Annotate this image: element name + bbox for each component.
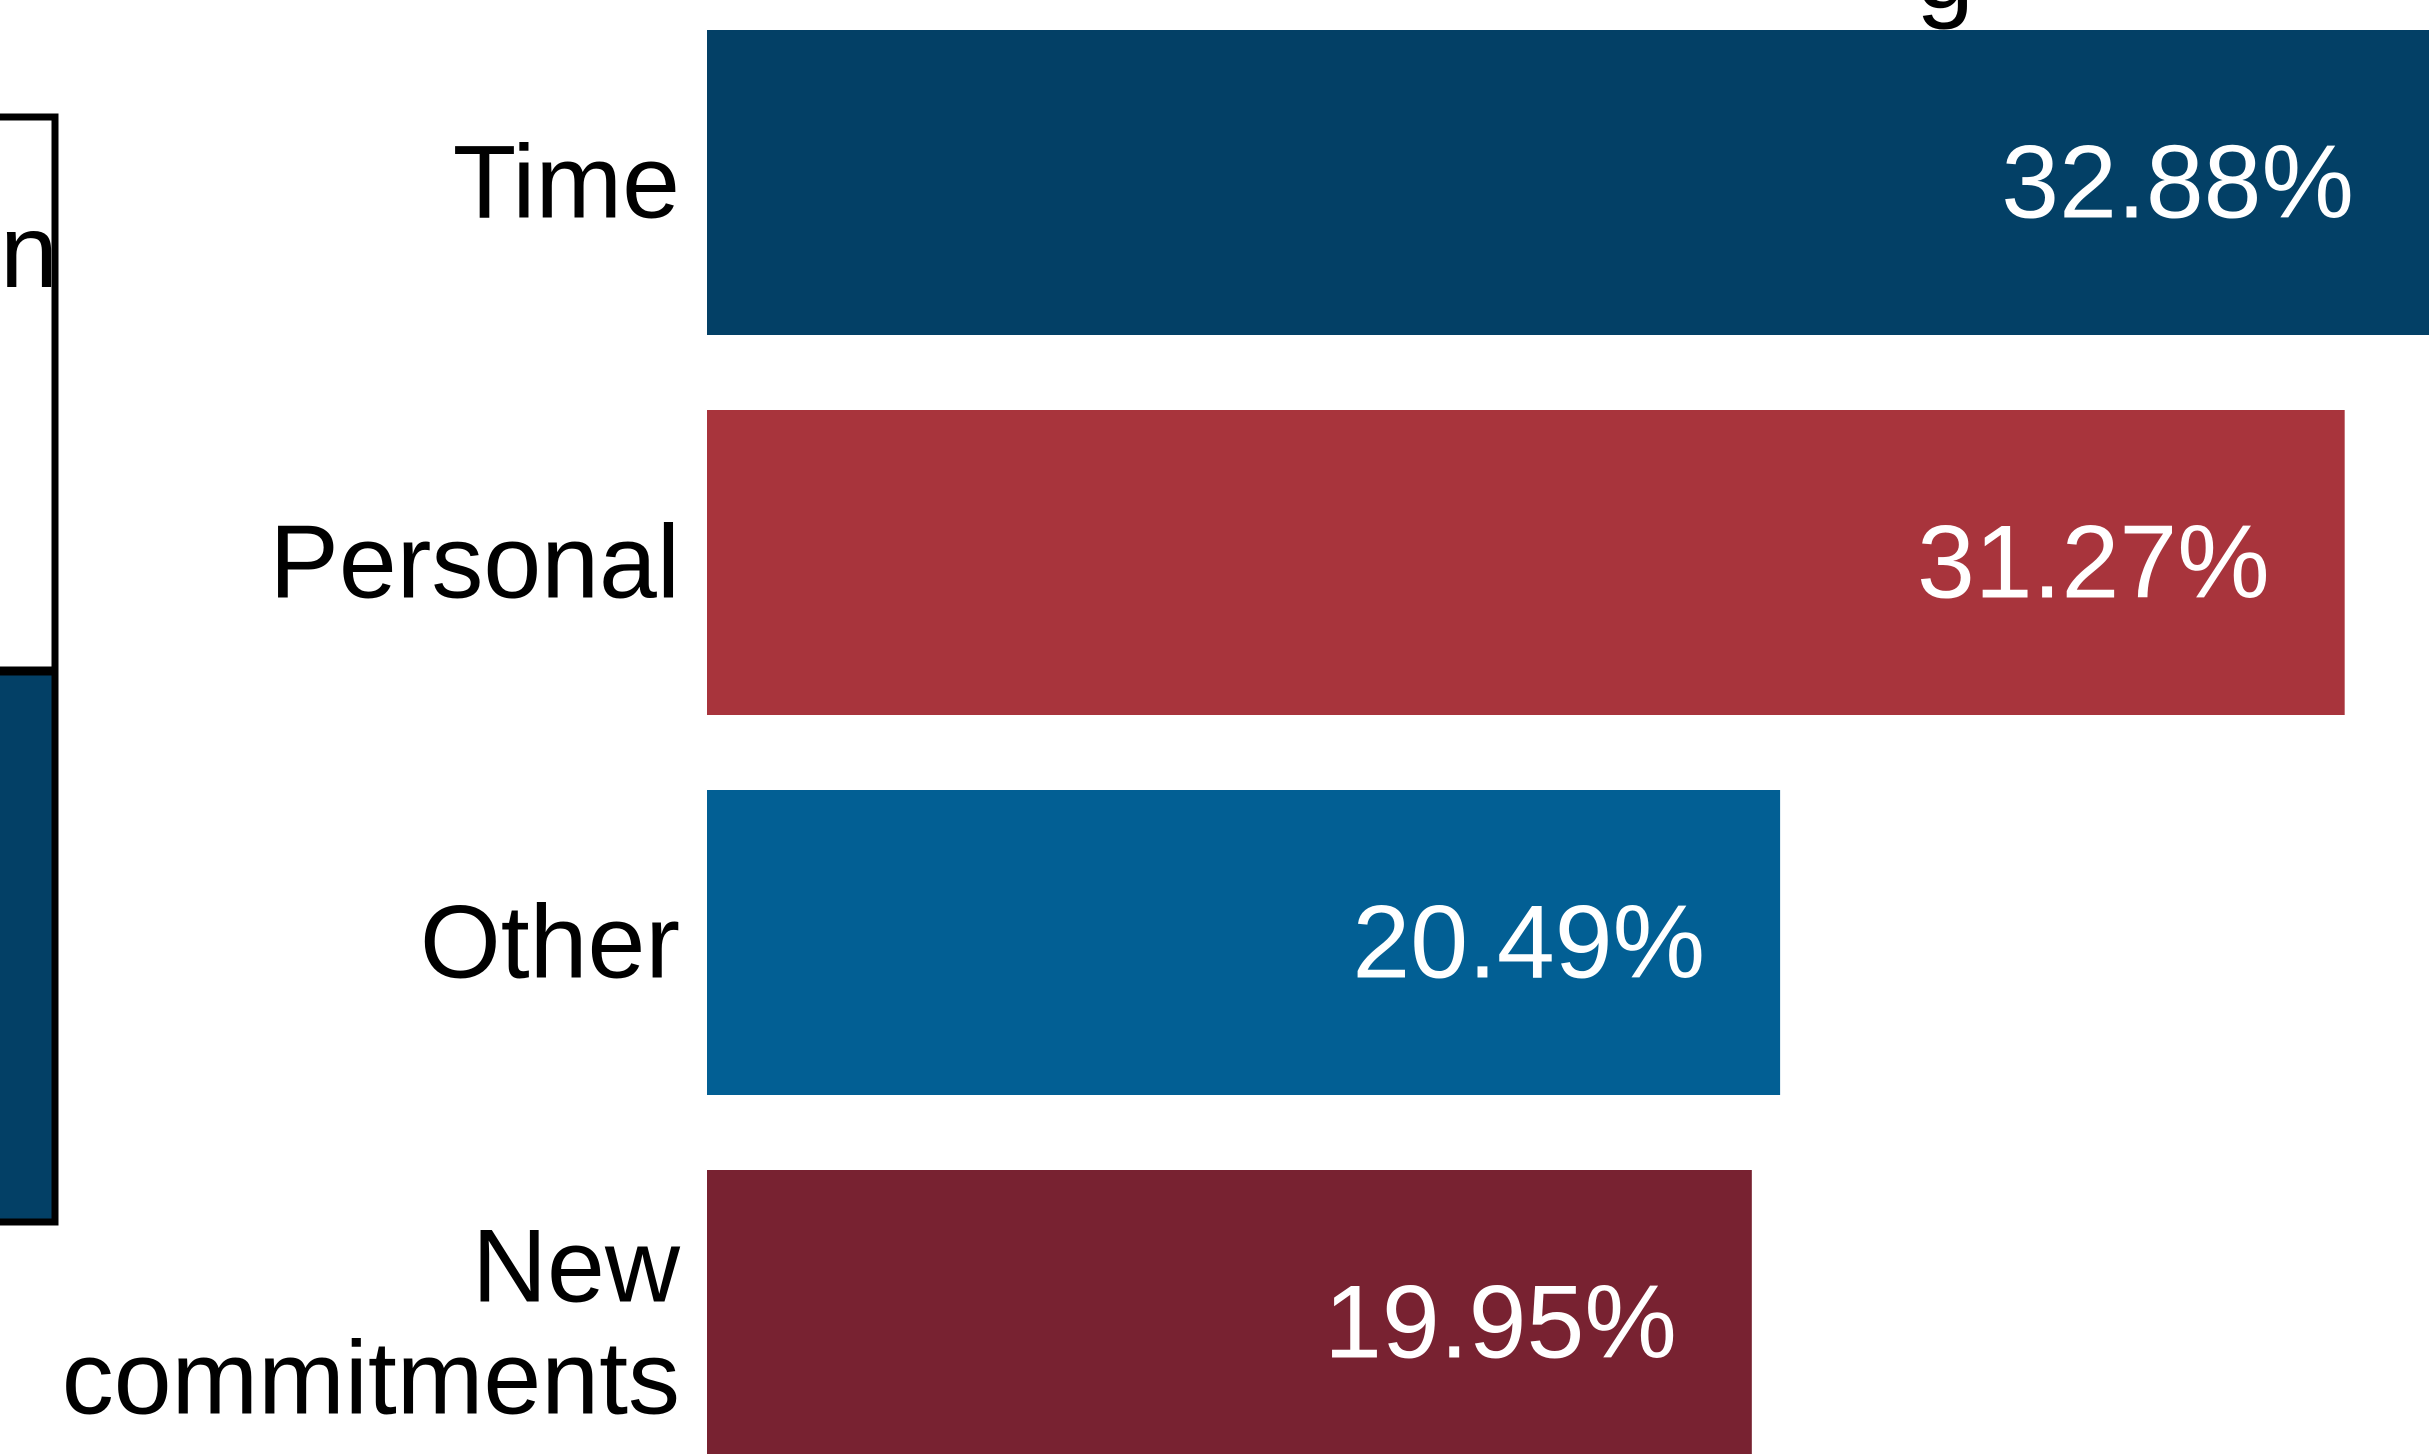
category-label-1-line-0: Personal	[270, 505, 680, 621]
bar-1	[707, 410, 2345, 715]
value-label-1: 31.27%	[1917, 505, 2270, 621]
bars-layer	[707, 30, 2429, 1454]
value-label-0: 32.88%	[2001, 125, 2354, 241]
chart-title-fragment: g	[1916, 0, 1974, 31]
left-panel-fragment: n	[0, 113, 59, 1226]
category-label-3-line-1: commitments	[62, 1321, 680, 1437]
category-label-0: Time	[453, 125, 680, 241]
left-panel-label-fragment: n	[0, 194, 58, 310]
value-label-3: 19.95%	[1324, 1265, 1677, 1381]
category-label-0-line-0: Time	[453, 125, 680, 241]
left-panel-bar	[0, 668, 59, 1226]
bar-2	[707, 790, 1781, 1095]
bar-3	[707, 1170, 1752, 1454]
category-label-2-line-0: Other	[420, 885, 680, 1001]
value-label-2: 20.49%	[1352, 885, 1705, 1001]
category-labels-layer: Time Personal Other New commitments	[62, 125, 681, 1437]
bar-0	[707, 30, 2429, 335]
category-label-3: New commitments	[62, 1209, 681, 1437]
value-labels-layer: 32.88% 31.27% 20.49% 19.95%	[1324, 125, 2354, 1381]
category-label-3-line-0: New	[472, 1209, 681, 1325]
category-label-1: Personal	[270, 505, 680, 621]
category-label-2: Other	[420, 885, 680, 1001]
